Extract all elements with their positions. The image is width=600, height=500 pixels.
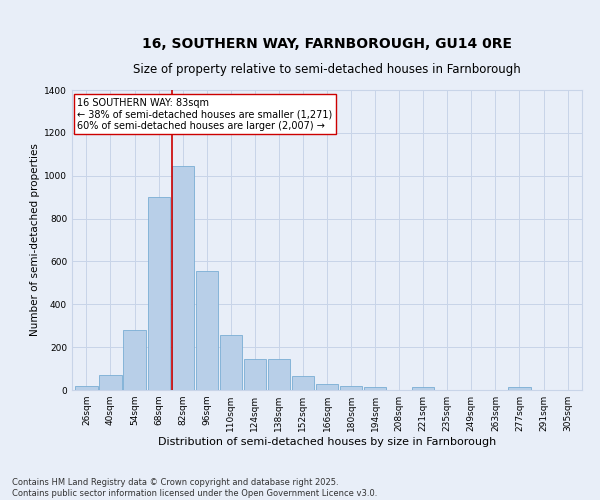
Text: 16 SOUTHERN WAY: 83sqm
← 38% of semi-detached houses are smaller (1,271)
60% of : 16 SOUTHERN WAY: 83sqm ← 38% of semi-det… — [77, 98, 332, 130]
Bar — [124, 330, 146, 390]
Bar — [148, 197, 170, 390]
Bar — [316, 384, 338, 390]
Bar — [292, 376, 314, 390]
Bar — [220, 336, 242, 390]
Text: 16, SOUTHERN WAY, FARNBOROUGH, GU14 0RE: 16, SOUTHERN WAY, FARNBOROUGH, GU14 0RE — [142, 37, 512, 51]
X-axis label: Distribution of semi-detached houses by size in Farnborough: Distribution of semi-detached houses by … — [158, 437, 496, 447]
Bar — [268, 359, 290, 390]
Bar — [508, 388, 530, 390]
Bar — [244, 359, 266, 390]
Y-axis label: Number of semi-detached properties: Number of semi-detached properties — [30, 144, 40, 336]
Bar — [196, 271, 218, 390]
Text: Size of property relative to semi-detached houses in Farnborough: Size of property relative to semi-detach… — [133, 64, 521, 76]
Bar — [412, 387, 434, 390]
Bar — [340, 386, 362, 390]
Bar — [76, 386, 98, 390]
Bar — [100, 375, 122, 390]
Bar — [172, 166, 194, 390]
Bar — [364, 387, 386, 390]
Text: Contains HM Land Registry data © Crown copyright and database right 2025.
Contai: Contains HM Land Registry data © Crown c… — [12, 478, 377, 498]
